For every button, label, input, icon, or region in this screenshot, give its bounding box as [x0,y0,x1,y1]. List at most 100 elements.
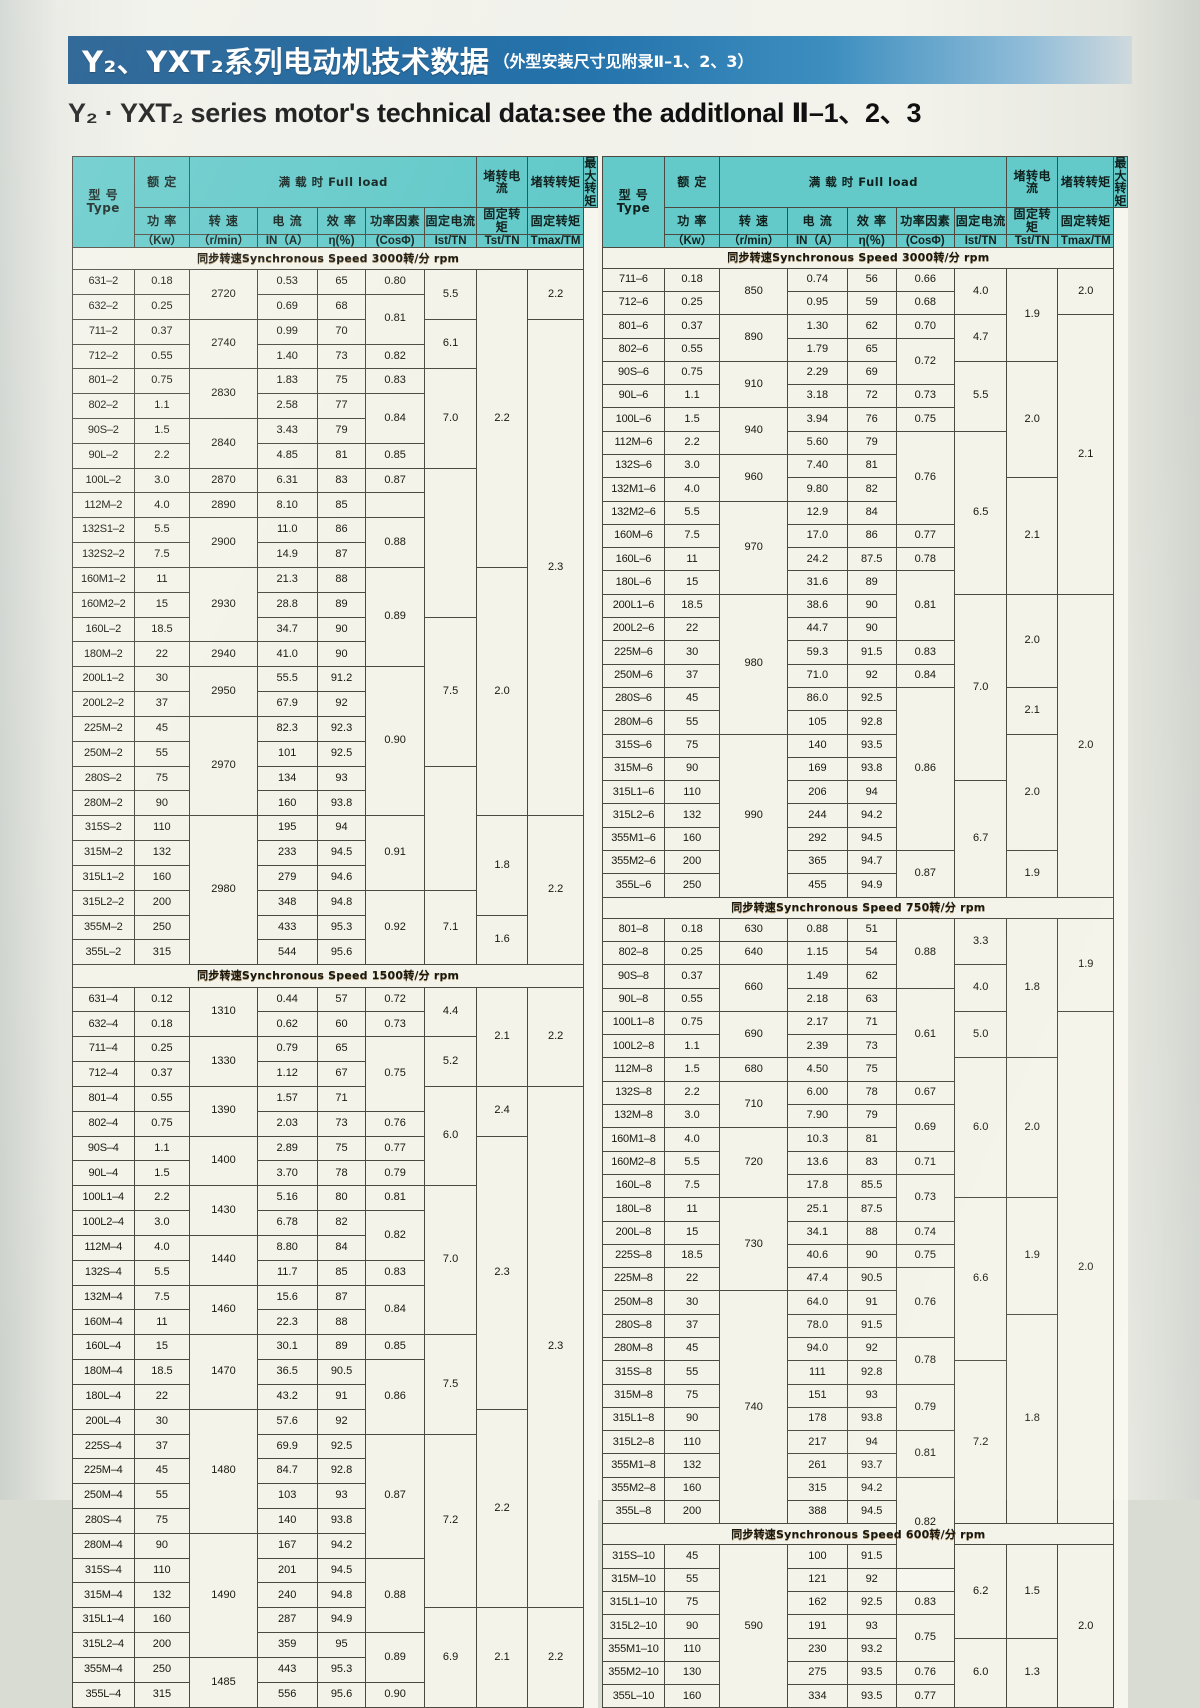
cell-type: 280M–6 [602,710,665,735]
header-locked-torque-cn2: 固定转矩 [476,207,528,235]
table-row: 200L–8 15 34.1 88 0.74 [602,1220,1128,1245]
cell-current: 2.03 [256,1110,318,1137]
cell-power-factor: 0.73 [365,1011,425,1038]
cell-power: 1.1 [133,1135,191,1162]
cell-power: 0.55 [133,1085,191,1112]
cell-current: 201 [256,1557,318,1584]
cell-efficiency: 95.6 [316,939,367,966]
header-locked-torque-cn2: 固定转矩 [1006,207,1059,235]
cell-efficiency: 94.9 [846,873,897,898]
cell-efficiency: 93 [846,1614,897,1639]
cell-current: 151 [786,1383,848,1408]
cell-efficiency: 91.5 [846,1313,897,1338]
cell-current: 34.7 [256,616,318,643]
cell-ist-tn: 7.5 [423,616,478,767]
cell-power-factor: 0.73 [895,384,956,409]
cell-current: 11.7 [256,1259,318,1286]
cell-tmax-tm: 2.2 [526,1607,585,1708]
cell-efficiency: 94.5 [316,1557,367,1584]
cell-ist-tn: 7.0 [423,1185,478,1336]
table-row: 180M–4 18.5 36.5 90.5 0.86 [72,1359,598,1435]
cell-efficiency: 73 [316,1110,367,1137]
cell-ist-tn: 7.1 [423,889,478,966]
cell-power: 15 [133,591,191,618]
cell-speed: 1330 [189,1036,258,1087]
cell-ist-tn: 6.7 [954,780,1008,898]
cell-current: 365 [786,850,848,875]
cell-efficiency: 71 [316,1085,367,1112]
cell-speed: 2890 [189,492,258,519]
cell-speed: 2950 [189,666,258,717]
table-row: 712–6 0.25 0.95 59 0.68 [602,290,1128,316]
cell-efficiency: 56 [846,267,897,292]
cell-power: 250 [663,873,721,898]
cell-tmax-tm: 1.9 [1057,917,1115,1012]
cell-power: 110 [133,1557,191,1584]
cell-current: 84.7 [256,1458,318,1485]
table-row: 801–8 0.18 630 0.88 51 0.88 3.3 1.8 1.9 [602,917,1128,1059]
table-row: 631–2 0.18 2720 0.53 65 0.80 5.5 2.2 2.2 [72,269,598,568]
cell-type: 802–4 [72,1110,135,1137]
cell-efficiency: 89 [316,1334,367,1361]
cell-current: 3.94 [786,407,848,432]
cell-power: 90 [133,1532,191,1559]
cell-type: 100L2–8 [602,1034,665,1059]
cell-power-factor: 0.71 [895,1150,956,1175]
title-chinese-note: （外型安装尺寸见附录Ⅱ–1、2、3） [493,52,754,71]
header-current-cn: 电 流 [256,207,318,235]
cell-type: 632–4 [72,1011,135,1038]
table-row: 355L–6 250 455 94.9 [602,873,1128,898]
cell-type: 315L2–4 [72,1632,135,1658]
cell-current: 21.3 [256,566,318,593]
cell-power: 1.5 [133,417,191,444]
cell-efficiency: 63 [846,987,897,1012]
cell-current: 4.50 [786,1057,848,1082]
table-row: 180L–6 15 31.6 89 0.81 [602,570,1128,642]
cell-tst-tn: 2.1 [476,986,528,1087]
cell-power: 2.2 [133,442,191,469]
cell-type: 132M1–6 [602,477,665,502]
cell-efficiency: 71 [846,1010,897,1036]
table-row: 180L–4 22 43.2 91 [72,1383,598,1410]
cell-current: 57.6 [256,1408,318,1435]
cell-type: 355M–4 [72,1656,135,1683]
cell-current: 455 [786,873,848,898]
cell-efficiency: 92.5 [846,686,897,712]
cell-type: 132S–8 [602,1080,665,1106]
cell-efficiency: 73 [846,1034,897,1059]
table-row: 100L–2 3.0 2870 6.31 83 0.87 [72,467,598,618]
cell-current: 9.80 [786,477,848,502]
cell-tst-tn: 1.9 [1006,267,1059,362]
header-ist-tn: Ist/TN [954,233,1008,248]
cell-current: 22.3 [256,1309,318,1336]
cell-efficiency: 95.3 [316,914,367,941]
cell-efficiency: 91 [316,1383,367,1410]
header-powerfactor-unit: (CosΦ) [365,233,425,248]
cell-power: 55 [133,740,191,767]
cell-power: 3.0 [663,1104,721,1129]
cell-type: 132S–6 [602,453,665,479]
cell-type: 180L–8 [602,1197,665,1222]
cell-current: 7.90 [786,1104,848,1129]
cell-power: 160 [133,864,191,891]
cell-tst-tn: 1.8 [1006,917,1059,1059]
table-row: 712–2 0.55 1.40 73 0.82 [72,343,598,370]
table-row: 90L–2 2.2 4.85 81 0.85 [72,442,598,469]
cell-current: 8.10 [256,492,318,519]
table-row: 200L1–6 18.5 980 38.6 90 7.0 2.0 2.0 [602,593,1128,898]
cell-type: 90S–6 [602,360,665,386]
table-row: 631–4 0.12 1310 0.44 57 0.72 4.4 2.1 2.2 [72,986,598,1087]
cell-current: 12.9 [786,500,848,525]
cell-power: 5.5 [663,500,721,525]
cell-efficiency: 93.8 [316,790,367,817]
cell-type: 280S–2 [72,765,135,792]
cell-current: 279 [256,864,318,891]
cell-type: 315L1–6 [602,780,665,805]
cell-current: 105 [786,710,848,735]
cell-efficiency: 94 [846,1430,897,1455]
cell-power-factor: 0.82 [895,1476,956,1569]
table-row: 280S–8 37 78.0 91.5 1.8 [602,1313,1128,1525]
table-row: 100L–6 1.5 940 3.94 76 0.75 [602,407,1128,455]
cell-current: 78.0 [786,1313,848,1338]
cell-power-factor: 0.75 [895,1243,956,1269]
